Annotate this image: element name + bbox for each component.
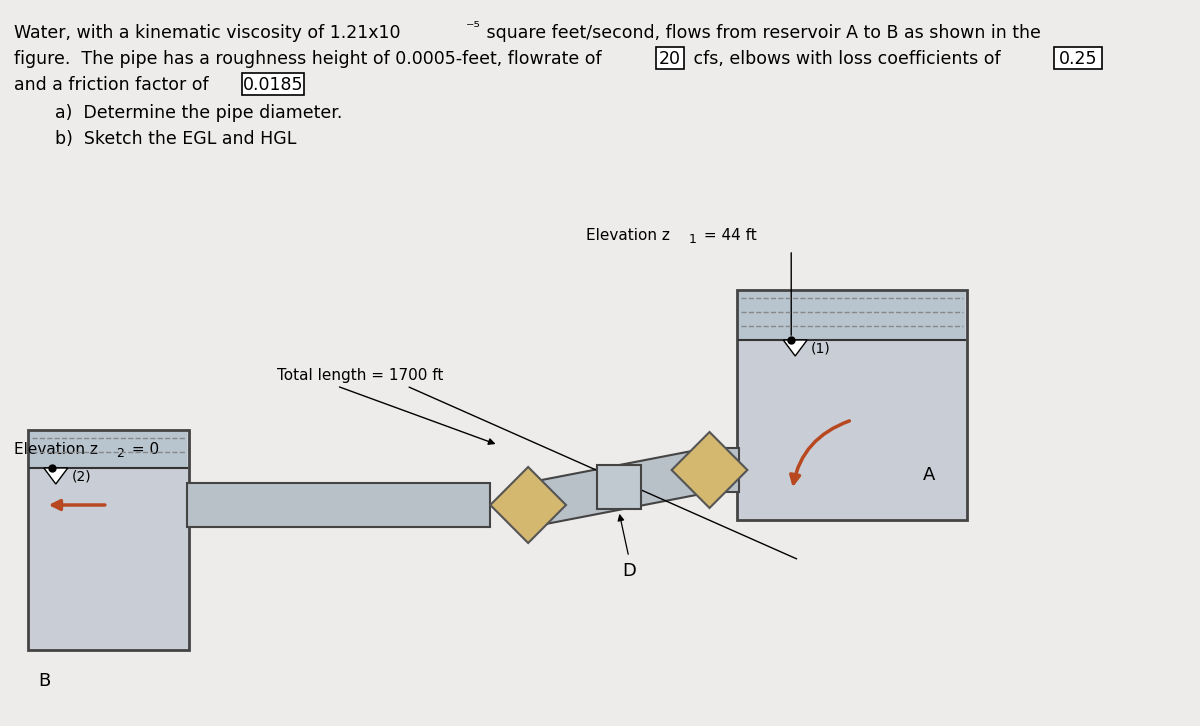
Polygon shape: [596, 465, 641, 509]
Polygon shape: [784, 340, 808, 356]
Text: Total length = 1700 ft: Total length = 1700 ft: [277, 368, 444, 383]
Polygon shape: [44, 468, 67, 484]
Text: (2): (2): [72, 469, 91, 483]
Text: = 44 ft: = 44 ft: [698, 228, 756, 243]
Text: 1: 1: [689, 233, 696, 246]
Text: cfs, elbows with loss coefficients of: cfs, elbows with loss coefficients of: [688, 50, 1001, 68]
Polygon shape: [524, 449, 714, 526]
Bar: [187, 483, 491, 527]
Text: square feet/second, flows from reservoir A to B as shown in the: square feet/second, flows from reservoir…: [481, 24, 1042, 42]
Polygon shape: [491, 467, 566, 543]
Text: ⁻⁵: ⁻⁵: [467, 20, 481, 35]
Text: A: A: [923, 466, 935, 484]
Text: b)  Sketch the EGL and HGL: b) Sketch the EGL and HGL: [55, 130, 296, 148]
Bar: [30, 432, 187, 468]
Text: Water, with a kinematic viscosity of 1.21x10: Water, with a kinematic viscosity of 1.2…: [14, 24, 401, 42]
Text: 20: 20: [659, 50, 680, 68]
Text: 0.25: 0.25: [1058, 50, 1098, 68]
Polygon shape: [672, 432, 748, 508]
Text: figure.  The pipe has a roughness height of 0.0005-feet, flowrate of: figure. The pipe has a roughness height …: [14, 50, 601, 68]
Bar: [709, 448, 739, 492]
Text: and a friction factor of: and a friction factor of: [14, 76, 209, 94]
Text: (1): (1): [811, 341, 830, 355]
Bar: [1055, 47, 1102, 69]
Text: Elevation z: Elevation z: [14, 442, 98, 457]
Bar: [738, 290, 967, 520]
Bar: [739, 292, 965, 340]
Text: 0.0185: 0.0185: [242, 76, 304, 94]
Bar: [28, 430, 190, 650]
Text: B: B: [38, 672, 50, 690]
Bar: [655, 47, 684, 69]
Text: Elevation z: Elevation z: [586, 228, 670, 243]
Text: = 0: = 0: [126, 442, 158, 457]
Bar: [242, 73, 304, 95]
Text: D: D: [622, 562, 636, 580]
Text: 2: 2: [116, 447, 125, 460]
Text: a)  Determine the pipe diameter.: a) Determine the pipe diameter.: [55, 104, 342, 122]
